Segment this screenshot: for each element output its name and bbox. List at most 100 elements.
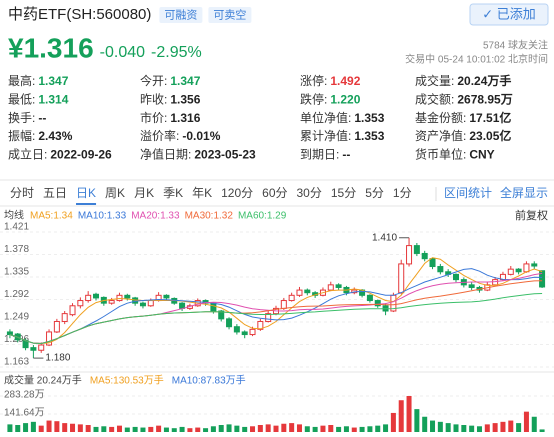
candle-body — [366, 294, 373, 302]
stat-label: 资产净值: — [415, 128, 466, 143]
candle-body — [241, 331, 248, 336]
stat-label: 成交额: — [415, 91, 454, 106]
volume-bar — [531, 416, 537, 432]
candle-body — [421, 252, 428, 260]
tab[interactable]: 120分 — [221, 186, 253, 200]
volume-bar — [124, 427, 130, 432]
tab[interactable]: 60分 — [262, 186, 287, 200]
tab[interactable]: 日K — [76, 186, 96, 200]
candle-body — [507, 268, 514, 275]
volume-header: MA5:130.53万手 — [90, 374, 164, 387]
stat-label: 累计净值: — [300, 128, 351, 143]
candle-body — [288, 294, 295, 302]
volume-header: MA10:87.83万手 — [172, 374, 246, 387]
stat-label: 最低: — [8, 92, 35, 106]
volume-bar — [453, 424, 459, 432]
tab[interactable]: 分时 — [10, 186, 34, 200]
volume-bar — [70, 423, 76, 432]
volume-bar — [516, 423, 522, 432]
add-button-text[interactable]: ✓ 已添加 — [482, 6, 536, 21]
volume-bar — [148, 426, 154, 432]
volume-bar — [109, 426, 115, 432]
candle-body — [398, 263, 405, 294]
tool[interactable]: 全屏显示 — [500, 185, 548, 200]
ma-legend-item: MA30:1.32 — [185, 211, 234, 222]
candle-body — [210, 302, 217, 312]
candle-body — [163, 294, 170, 299]
volume-bar — [523, 411, 529, 432]
tab[interactable]: 季K — [163, 186, 183, 200]
volume-bar — [281, 423, 287, 432]
volume-bar — [375, 425, 381, 432]
volume-bar — [289, 423, 295, 432]
stat-label: 最高: — [8, 73, 35, 88]
tab[interactable]: 5分 — [365, 186, 384, 200]
volume-bar — [320, 425, 326, 432]
tab[interactable]: 周K — [105, 186, 125, 200]
candle-body — [249, 328, 256, 336]
volume-bar — [328, 425, 334, 432]
add-button[interactable] — [469, 3, 549, 26]
candle-body — [124, 294, 131, 299]
candle-body — [61, 313, 68, 322]
volume-bar — [383, 424, 389, 432]
candle-body — [233, 326, 240, 333]
volume-bar — [156, 425, 162, 432]
volume-bar — [351, 427, 357, 432]
candle-body — [437, 266, 444, 273]
stat-label: 溢价率: — [140, 128, 179, 143]
volume-bar — [343, 426, 349, 432]
adjust[interactable]: 前复权 — [515, 208, 548, 222]
title: 中药ETF(SH:560080) — [8, 6, 151, 23]
volume-bar — [265, 424, 271, 432]
volume-bar — [296, 424, 302, 432]
volume-bar — [85, 425, 91, 432]
candle-body — [53, 320, 60, 333]
stat-label: 成立日: — [8, 146, 47, 161]
stat-value: 23.05亿 — [469, 128, 511, 143]
tab[interactable]: 15分 — [331, 186, 356, 200]
tab[interactable]: 年K — [192, 186, 212, 200]
volume-bar — [163, 427, 169, 432]
tab[interactable]: 1分 — [393, 186, 412, 200]
candle-body — [468, 284, 475, 288]
volume-bar — [476, 426, 482, 432]
volume-bar — [500, 421, 506, 432]
y-tick-label: 1.378 — [4, 244, 29, 255]
tab[interactable]: 月K — [134, 186, 154, 200]
stat-label: 跌停: — [300, 91, 327, 106]
ma-legend-label: 均线 — [4, 209, 24, 222]
volume-bar — [539, 429, 545, 432]
volume-bar — [430, 420, 436, 432]
volume-bar — [62, 423, 68, 432]
stat-value: 2678.95万 — [457, 92, 512, 106]
price: ¥1.316 — [8, 32, 94, 63]
volume-bar — [203, 428, 209, 432]
volume-bar — [508, 420, 514, 432]
volume-bar — [23, 423, 29, 432]
volume-bar — [445, 423, 451, 432]
candle-body — [116, 294, 123, 302]
annotation: 1.180 — [45, 353, 70, 364]
tab[interactable]: 30分 — [297, 186, 322, 200]
volume-bar — [492, 423, 498, 432]
candle-body — [280, 300, 287, 309]
ma-line — [9, 293, 543, 345]
volume-bar — [390, 412, 396, 432]
stat-value: 1.492 — [330, 74, 360, 88]
candle-body — [226, 318, 233, 328]
stat-value: 1.347 — [38, 74, 68, 88]
stat-value: 1.353 — [354, 129, 384, 143]
tag — [159, 7, 203, 23]
tool[interactable]: 区间统计 — [444, 186, 492, 200]
volume-bar — [140, 427, 146, 432]
stat-label: 昨收: — [140, 92, 167, 106]
stat-value: -- — [342, 147, 350, 161]
candle-body — [429, 258, 436, 268]
stat-value: CNY — [469, 147, 494, 161]
volume-bar — [484, 424, 490, 432]
tab[interactable]: 五日 — [43, 186, 67, 200]
volume-bar — [226, 424, 232, 432]
stat-value: -- — [38, 111, 46, 125]
